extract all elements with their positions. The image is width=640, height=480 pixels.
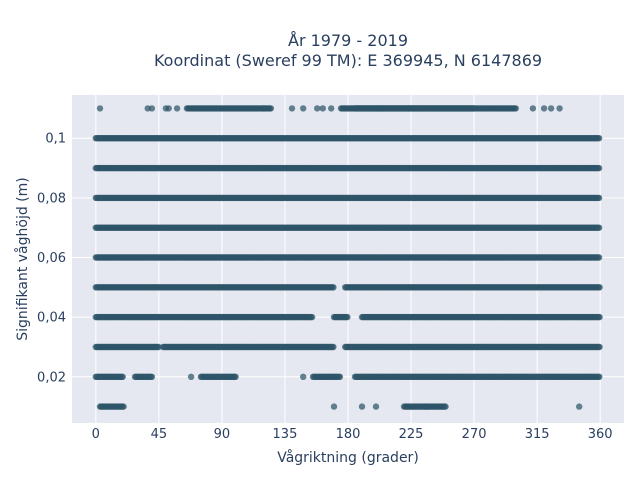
data-point xyxy=(576,403,583,410)
chart-title-line-1: År 1979 - 2019 xyxy=(288,31,408,50)
y-axis-title: Signifikant våghöjd (m) xyxy=(14,177,31,340)
data-point xyxy=(288,105,296,112)
data-point xyxy=(232,373,239,380)
data-point xyxy=(556,105,563,112)
data-point xyxy=(173,105,181,112)
data-point xyxy=(119,373,126,380)
data-point xyxy=(595,224,603,231)
x-tick-label: 225 xyxy=(399,427,424,442)
x-tick-label: 135 xyxy=(273,427,298,442)
data-point xyxy=(512,105,519,112)
y-tick-labels: 0,02 0,04 0,06 0,08 0,1 xyxy=(37,132,66,386)
x-axis-title: Vågriktning (grader) xyxy=(277,449,419,466)
data-point xyxy=(319,105,326,112)
data-point xyxy=(596,373,603,380)
data-point xyxy=(165,105,172,112)
data-point xyxy=(148,373,156,380)
data-point xyxy=(330,284,337,291)
x-tick-label: 270 xyxy=(462,427,487,442)
y-tick-label: 0,02 xyxy=(37,370,66,385)
data-point xyxy=(187,373,195,380)
data-point xyxy=(596,284,603,291)
data-point xyxy=(540,105,548,112)
data-points xyxy=(92,105,603,410)
data-point xyxy=(300,373,307,380)
x-tick-label: 315 xyxy=(525,427,550,442)
data-point xyxy=(260,105,268,112)
data-point xyxy=(308,313,316,321)
data-point xyxy=(595,254,603,261)
data-point xyxy=(358,403,366,410)
data-point xyxy=(423,403,430,410)
data-point xyxy=(300,105,307,112)
data-point xyxy=(470,105,477,112)
y-tick-label: 0,04 xyxy=(37,311,66,326)
data-point xyxy=(529,105,537,112)
data-point xyxy=(328,105,335,112)
data-point xyxy=(267,105,275,112)
data-point xyxy=(595,194,603,202)
x-tick-label: 0 xyxy=(92,427,100,442)
x-tick-label: 90 xyxy=(214,427,231,442)
data-point xyxy=(96,105,104,112)
data-point xyxy=(596,343,603,351)
data-point xyxy=(155,343,162,351)
data-point xyxy=(314,105,321,112)
data-point xyxy=(330,403,338,410)
data-point xyxy=(442,403,449,410)
x-tick-label: 45 xyxy=(151,427,168,442)
y-tick-label: 0,1 xyxy=(45,132,66,147)
x-tick-label: 180 xyxy=(336,427,361,442)
data-point xyxy=(595,135,603,142)
data-point xyxy=(372,403,380,410)
y-tick-label: 0,08 xyxy=(37,191,66,206)
data-point xyxy=(344,313,351,321)
data-point xyxy=(596,313,603,321)
x-tick-labels: 0 45 90 135 180 225 270 315 360 xyxy=(92,427,613,442)
data-point xyxy=(595,164,603,172)
data-point xyxy=(120,403,127,410)
y-tick-label: 0,06 xyxy=(37,251,66,266)
data-point xyxy=(336,373,344,380)
data-point xyxy=(330,343,337,351)
data-point xyxy=(547,105,555,112)
chart-title-line-2: Koordinat (Sweref 99 TM): E 369945, N 61… xyxy=(154,51,542,70)
x-tick-label: 360 xyxy=(588,427,613,442)
data-point xyxy=(148,105,156,112)
